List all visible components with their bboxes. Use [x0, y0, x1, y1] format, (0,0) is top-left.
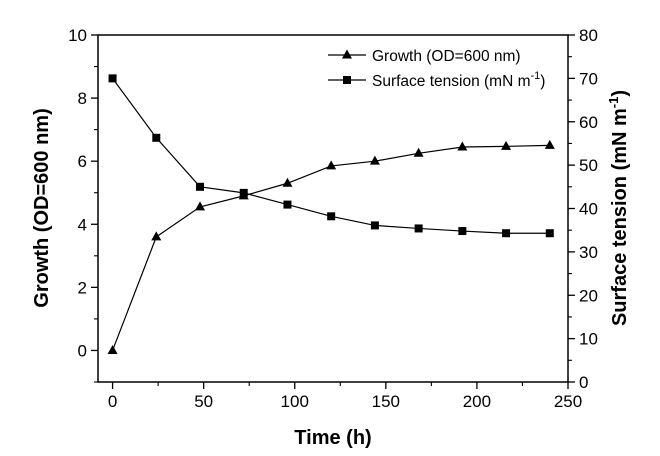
surface-tension-point [108, 74, 117, 83]
surface-tension-point [196, 182, 205, 191]
y-right-tick-label: 30 [579, 243, 598, 262]
growth-point [413, 147, 424, 157]
y-left-tick-label: 2 [78, 278, 87, 297]
surface-tension-point [327, 212, 336, 221]
y-axis-right-title: Surface tension (mN m-1) [606, 90, 631, 326]
y-right-tick-label: 60 [579, 113, 598, 132]
growth-point [544, 139, 555, 149]
legend-label-surface-tension-main: Surface tension (mN m [372, 73, 531, 90]
growth-point [369, 155, 380, 165]
series-line-growth [112, 144, 550, 351]
y-right-tick-label: 80 [579, 26, 598, 45]
x-tick-label: 50 [194, 392, 213, 411]
series-line-surface-tension [112, 78, 550, 234]
y-left-tick-label: 8 [78, 89, 87, 108]
x-axis-title: Time (h) [294, 427, 371, 449]
growth-point [107, 344, 118, 354]
y-left-tick-label: 0 [78, 341, 87, 360]
growth-point [326, 160, 337, 170]
y-right-tick-label: 10 [579, 330, 598, 349]
x-tick-label: 150 [372, 392, 400, 411]
y-right-tick-label: 20 [579, 286, 598, 305]
y-axis-right-title-main: Surface tension (mN m [609, 108, 631, 326]
surface-tension-point [545, 229, 554, 238]
legend-label-growth: Growth (OD=600 nm) [372, 48, 521, 65]
growth-point [457, 141, 468, 151]
y-axis-right-title-sup: -1 [606, 97, 621, 109]
legend-marker-surface-tension [343, 76, 351, 84]
legend-label-surface-tension: Surface tension (mN m-1) [372, 70, 545, 90]
surface-tension-point [370, 221, 379, 230]
surface-tension-point [458, 227, 467, 236]
legend-marker-growth [342, 49, 352, 59]
y-right-tick-label: 50 [579, 156, 598, 175]
y-left-tick-label: 6 [78, 152, 87, 171]
surface-tension-point [414, 224, 423, 233]
surface-tension-point [502, 229, 511, 238]
y-right-tick-label: 70 [579, 69, 598, 88]
x-tick-label: 250 [554, 392, 582, 411]
x-tick-label: 100 [281, 392, 309, 411]
x-tick-label: 0 [108, 392, 117, 411]
surface-tension-point [152, 133, 161, 142]
legend: Growth (OD=600 nm) Surface tension (mN m… [328, 48, 545, 90]
legend-label-surface-tension-close: ) [540, 73, 545, 90]
x-tick-label: 200 [463, 392, 491, 411]
growth-point [282, 177, 293, 187]
growth-point [195, 201, 206, 211]
legend-label-surface-tension-sup: -1 [531, 70, 541, 82]
y-right-tick-label: 0 [579, 373, 588, 392]
y-left-tick-label: 10 [68, 26, 87, 45]
y-right-tick-label: 40 [579, 200, 598, 219]
growth-point [151, 231, 162, 241]
series-markers [107, 74, 555, 354]
growth-point [501, 140, 512, 150]
surface-tension-point [283, 200, 292, 209]
surface-tension-point [239, 188, 248, 197]
y-axis-left-title: Growth (OD=600 nm) [31, 108, 53, 307]
y-axis-right-title-close: ) [609, 90, 631, 97]
tick-marks [91, 34, 575, 389]
y-left-tick-label: 4 [78, 215, 87, 234]
